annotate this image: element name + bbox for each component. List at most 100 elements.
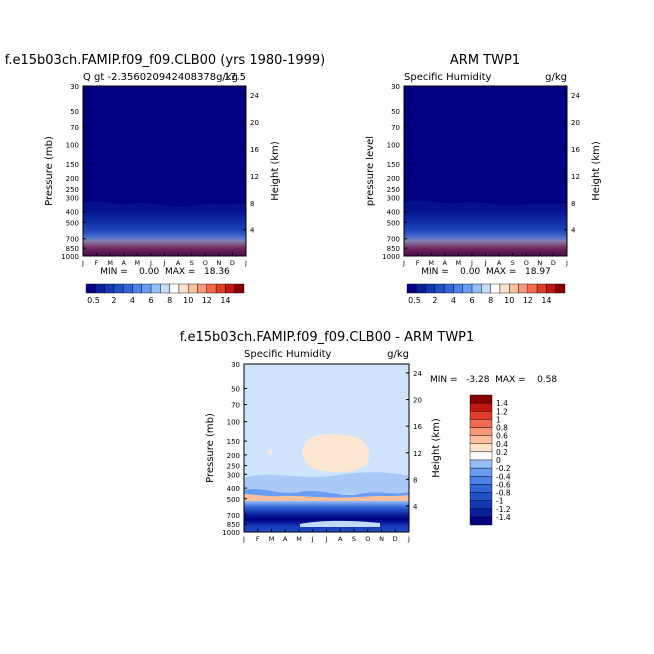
colorbar-box <box>416 283 426 294</box>
colorbar-label: 0.5 <box>87 296 100 305</box>
y-tick-label: 70 <box>70 124 79 132</box>
x-tick-label: J <box>402 259 405 267</box>
x-tick-label: M <box>135 259 141 267</box>
colorbar-label: -1 <box>496 497 504 506</box>
colorbar-box <box>469 411 493 420</box>
colorbar-box <box>406 283 417 294</box>
panel-3-ylabel: Pressure (mb) <box>205 413 216 483</box>
y-tick-label: 30 <box>70 83 79 91</box>
colorbar-box <box>469 435 493 444</box>
x-tick-label: J <box>470 259 473 267</box>
y-tick-right-label: 12 <box>413 450 422 458</box>
x-tick-label: A <box>283 535 288 543</box>
colorbar-box <box>536 283 547 294</box>
colorbar-box <box>490 283 501 294</box>
panel-2-y-ticks-right: 24 20 16 12 8 4 <box>564 92 580 235</box>
y-tick-label: 70 <box>231 402 240 410</box>
colorbar-label: 10 <box>504 296 514 305</box>
colorbar-label: -0.2 <box>496 464 511 473</box>
panel-3: f.e15b03ch.FAMIP.f09_f09.CLB00 - ARM TWP… <box>180 330 558 543</box>
y-tick-right-label: 4 <box>413 503 418 511</box>
colorbar-label: 0.5 <box>408 296 421 305</box>
colorbar-label: 2 <box>432 296 437 305</box>
colorbar-label: -0.6 <box>496 480 511 489</box>
colorbar-box <box>518 283 529 294</box>
y-tick-right-label: 8 <box>413 476 417 484</box>
panel-2-ylabel-right: Height (km) <box>591 141 602 201</box>
x-tick-label: N <box>216 259 221 267</box>
x-tick-label: J <box>149 259 152 267</box>
y-tick-label: 850 <box>66 245 79 253</box>
colorbar-label: 1.4 <box>496 399 508 408</box>
panel-1-subtitle-left: Q gt -2.356020942408378g/kg <box>83 72 238 83</box>
colorbar-label: -0.4 <box>496 472 511 481</box>
panel-1-title: f.e15b03ch.FAMIP.f09_f09.CLB00 (yrs 1980… <box>5 53 326 68</box>
y-tick-label: 100 <box>387 141 400 149</box>
colorbar-label: -1.2 <box>496 505 511 514</box>
colorbar-box <box>132 283 142 294</box>
x-tick-label: J <box>325 535 328 543</box>
colorbar-box <box>178 283 189 294</box>
colorbar-box <box>469 451 493 461</box>
colorbar-label: 4 <box>451 296 456 305</box>
colorbar-label: 8 <box>167 296 172 305</box>
y-tick-label: 700 <box>227 512 240 520</box>
x-tick-label: J <box>311 535 314 543</box>
x-tick-label: A <box>176 259 181 267</box>
panel-3-title: f.e15b03ch.FAMIP.f09_f09.CLB00 - ARM TWP… <box>180 330 475 345</box>
y-tick-label: 250 <box>387 186 400 194</box>
panel-3-upper-anomaly <box>302 433 370 473</box>
colorbar-label: 0.6 <box>496 432 508 441</box>
panel-3-small-anomaly <box>267 449 273 455</box>
panel-1-y-ticks-right: 24 20 16 12 8 4 <box>243 92 259 235</box>
x-tick-label: N <box>379 535 384 543</box>
panel-3-subtitle-right: g/kg <box>387 349 409 360</box>
y-tick-right-label: 16 <box>413 423 422 431</box>
y-tick-label: 1000 <box>382 253 400 261</box>
colorbar-box <box>527 283 538 294</box>
y-tick-right-label: 20 <box>250 119 259 127</box>
y-tick-label: 30 <box>391 83 400 91</box>
y-tick-label: 1000 <box>61 253 79 261</box>
colorbar-box <box>469 402 493 412</box>
y-tick-right-label: 8 <box>571 200 575 208</box>
colorbar-box <box>469 516 493 526</box>
colorbar-box <box>141 283 152 294</box>
y-tick-label: 400 <box>387 209 400 217</box>
x-tick-label: A <box>497 259 502 267</box>
x-tick-label: A <box>338 535 343 543</box>
colorbar-box <box>469 459 493 469</box>
panel-2: ARM TWP1 Specific Humidity g/kg 30 50 70 10… <box>365 53 602 305</box>
panel-2-moisture-wave <box>404 200 567 256</box>
colorbar-box <box>425 283 436 294</box>
colorbar-label: -0.8 <box>496 489 511 498</box>
y-tick-right-label: 20 <box>413 397 422 405</box>
y-tick-label: 100 <box>66 141 79 149</box>
panel-3-y-ticks-right: 24 20 16 12 8 4 <box>406 370 422 511</box>
y-tick-label: 1000 <box>222 529 240 537</box>
panel-3-lower-field <box>244 501 409 532</box>
x-tick-label: J <box>407 535 410 543</box>
panel-1-ylabel: Pressure (mb) <box>44 136 55 206</box>
panel-3-midlevel-band <box>244 472 409 494</box>
panel-2-ylabel: pressure level <box>365 136 376 206</box>
colorbar-box <box>434 283 445 294</box>
y-tick-right-label: 12 <box>571 173 580 181</box>
y-tick-right-label: 8 <box>250 200 254 208</box>
y-tick-label: 700 <box>387 236 400 244</box>
panel-1-moisture-wave <box>83 201 246 256</box>
x-tick-label: F <box>95 259 99 267</box>
colorbar-label: 6 <box>470 296 475 305</box>
colorbar-box <box>169 283 180 294</box>
y-tick-label: 150 <box>66 161 79 169</box>
x-tick-label: M <box>428 259 434 267</box>
y-tick-label: 400 <box>227 485 240 493</box>
colorbar-box <box>113 283 124 294</box>
colorbar-box <box>206 283 217 294</box>
panel-2-stats: MIN = 0.00 MAX = 18.97 <box>421 267 551 277</box>
x-tick-label: D <box>551 259 556 267</box>
colorbar-label: 0.4 <box>496 440 508 449</box>
colorbar-box <box>215 283 226 294</box>
x-tick-label: O <box>524 259 529 267</box>
